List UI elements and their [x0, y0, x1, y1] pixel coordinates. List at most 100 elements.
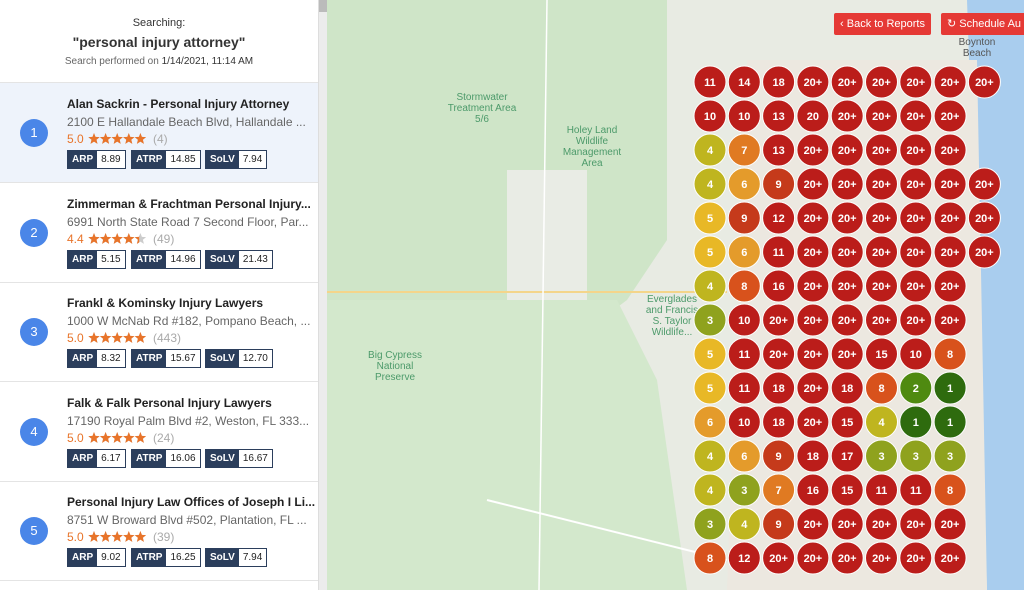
rank-cell[interactable]: 20+: [899, 65, 933, 99]
rank-cell[interactable]: 12: [762, 201, 796, 235]
rank-cell[interactable]: 20+: [933, 507, 967, 541]
rank-cell[interactable]: 20+: [865, 235, 898, 269]
rank-cell[interactable]: 17: [830, 439, 864, 473]
rank-cell[interactable]: 20+: [830, 337, 864, 371]
rank-cell[interactable]: 20+: [899, 541, 933, 575]
rank-cell[interactable]: 20+: [865, 541, 898, 575]
rank-cell[interactable]: 2: [899, 371, 933, 405]
rank-cell[interactable]: 4: [693, 133, 727, 167]
rank-cell[interactable]: 20+: [933, 235, 967, 269]
rank-cell[interactable]: 12: [727, 541, 761, 575]
rank-cell[interactable]: 4: [727, 507, 761, 541]
result-item[interactable]: 1 Alan Sackrin - Personal Injury Attorney…: [0, 83, 318, 183]
rank-cell[interactable]: 3: [865, 439, 898, 473]
rank-cell[interactable]: 20+: [899, 99, 933, 133]
rank-cell[interactable]: 20+: [865, 65, 898, 99]
rank-cell[interactable]: 11: [762, 235, 796, 269]
rank-cell[interactable]: 3: [899, 439, 933, 473]
rank-cell[interactable]: 3: [693, 303, 727, 337]
rank-cell[interactable]: 10: [693, 99, 727, 133]
rank-cell[interactable]: 9: [727, 201, 761, 235]
rank-cell[interactable]: 20+: [830, 201, 864, 235]
result-item[interactable]: 5 Personal Injury Law Offices of Joseph I…: [0, 481, 318, 581]
rank-cell[interactable]: 5: [693, 235, 727, 269]
scrollbar[interactable]: [319, 0, 327, 590]
schedule-button[interactable]: ↻ Schedule Au: [941, 13, 1024, 35]
rank-cell[interactable]: 18: [762, 65, 796, 99]
rank-cell[interactable]: 20+: [899, 507, 933, 541]
rank-cell[interactable]: 20+: [933, 99, 967, 133]
rank-cell[interactable]: 20+: [933, 201, 967, 235]
rank-cell[interactable]: 20+: [865, 201, 898, 235]
rank-cell[interactable]: 20+: [865, 167, 898, 201]
rank-cell[interactable]: 4: [693, 473, 727, 507]
rank-cell[interactable]: 9: [762, 439, 796, 473]
rank-cell[interactable]: 4: [693, 269, 727, 303]
rank-cell[interactable]: 9: [762, 507, 796, 541]
scroll-thumb[interactable]: [319, 0, 327, 12]
rank-cell[interactable]: 10: [727, 405, 761, 439]
rank-cell[interactable]: 11: [899, 473, 933, 507]
rank-cell[interactable]: 20+: [796, 303, 830, 337]
rank-cell[interactable]: 20+: [796, 235, 830, 269]
rank-cell[interactable]: 20+: [967, 167, 1001, 201]
rank-cell[interactable]: 3: [727, 473, 761, 507]
rank-cell[interactable]: 20+: [933, 269, 967, 303]
rank-cell[interactable]: 20+: [933, 541, 967, 575]
rank-cell[interactable]: 5: [693, 371, 727, 405]
rank-cell[interactable]: 10: [727, 99, 761, 133]
rank-cell[interactable]: 8: [933, 337, 967, 371]
rank-cell[interactable]: 20+: [830, 167, 864, 201]
rank-cell[interactable]: 7: [727, 133, 761, 167]
rank-cell[interactable]: 20+: [830, 99, 864, 133]
rank-cell[interactable]: 20+: [796, 337, 830, 371]
rank-cell[interactable]: 20+: [830, 269, 864, 303]
rank-cell[interactable]: 3: [693, 507, 727, 541]
rank-cell[interactable]: 20+: [796, 541, 830, 575]
rank-cell[interactable]: 20+: [933, 303, 967, 337]
rank-cell[interactable]: 10: [899, 337, 933, 371]
rank-cell[interactable]: 11: [693, 65, 727, 99]
rank-cell[interactable]: 20+: [933, 167, 967, 201]
rank-cell[interactable]: 20+: [899, 201, 933, 235]
rank-cell[interactable]: 16: [796, 473, 830, 507]
rank-cell[interactable]: 9: [762, 167, 796, 201]
rank-cell[interactable]: 1: [933, 405, 967, 439]
rank-cell[interactable]: 20+: [796, 507, 830, 541]
rank-cell[interactable]: 1: [899, 405, 933, 439]
rank-cell[interactable]: 4: [693, 167, 727, 201]
rank-cell[interactable]: 20+: [796, 371, 830, 405]
rank-cell[interactable]: 8: [865, 371, 898, 405]
rank-cell[interactable]: 20+: [762, 303, 796, 337]
rank-cell[interactable]: 20+: [865, 99, 898, 133]
rank-cell[interactable]: 20+: [830, 303, 864, 337]
rank-cell[interactable]: 20+: [899, 269, 933, 303]
rank-cell[interactable]: 20+: [830, 507, 864, 541]
rank-cell[interactable]: 11: [727, 337, 761, 371]
rank-cell[interactable]: 5: [693, 337, 727, 371]
rank-cell[interactable]: 6: [727, 235, 761, 269]
rank-cell[interactable]: 18: [762, 405, 796, 439]
rank-cell[interactable]: 20+: [899, 303, 933, 337]
rank-cell[interactable]: 6: [693, 405, 727, 439]
rank-cell[interactable]: 20+: [899, 133, 933, 167]
rank-cell[interactable]: 20+: [899, 167, 933, 201]
result-item[interactable]: 4 Falk & Falk Personal Injury Lawyers 1719…: [0, 382, 318, 482]
rank-cell[interactable]: 16: [762, 269, 796, 303]
result-item[interactable]: 2 Zimmerman & Frachtman Personal Injury..…: [0, 183, 318, 283]
rank-cell[interactable]: 10: [727, 303, 761, 337]
rank-cell[interactable]: 20+: [830, 133, 864, 167]
rank-cell[interactable]: 20+: [830, 541, 864, 575]
rank-cell[interactable]: 4: [693, 439, 727, 473]
rank-cell[interactable]: 6: [727, 439, 761, 473]
result-item[interactable]: 3 Frankl & Kominsky Injury Lawyers 1000 W …: [0, 282, 318, 382]
rank-cell[interactable]: 18: [796, 439, 830, 473]
rank-cell[interactable]: 20+: [796, 65, 830, 99]
rank-cell[interactable]: 13: [762, 133, 796, 167]
rank-cell[interactable]: 8: [933, 473, 967, 507]
rank-cell[interactable]: 20+: [865, 269, 898, 303]
rank-cell[interactable]: 8: [693, 541, 727, 575]
rank-cell[interactable]: 8: [727, 269, 761, 303]
rank-cell[interactable]: 13: [762, 99, 796, 133]
rank-cell[interactable]: 20+: [865, 507, 898, 541]
